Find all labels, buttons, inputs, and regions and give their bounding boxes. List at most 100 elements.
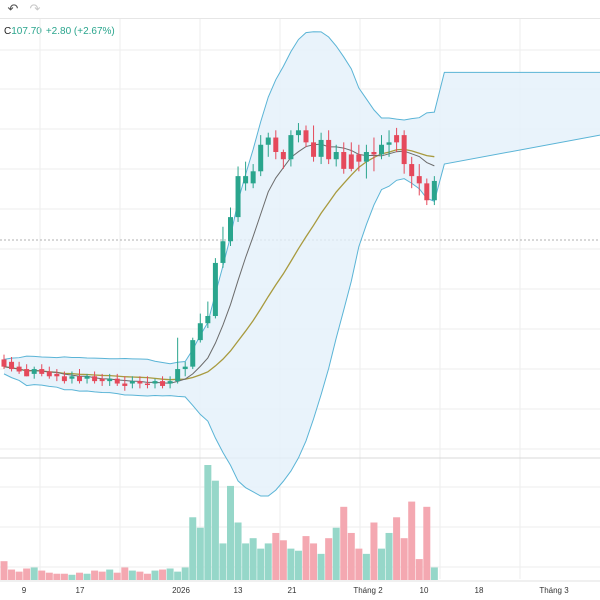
- candle: [318, 132, 324, 165]
- candle: [409, 156, 415, 189]
- candle-body: [61, 376, 67, 382]
- candle: [386, 130, 392, 157]
- candle: [92, 371, 98, 384]
- volume-bar: [45, 572, 53, 580]
- candle-body: [167, 381, 173, 384]
- ohlc-legend: C107.70 +2.80 (+2.67%): [4, 26, 115, 37]
- ma-slow-line: [3, 148, 435, 381]
- volume-bar: [370, 522, 378, 580]
- candle: [114, 373, 120, 386]
- volume-bar: [136, 571, 144, 580]
- candle-body: [363, 152, 369, 162]
- price-change: +2.80 (+2.67%): [45, 26, 115, 37]
- candle-body: [160, 381, 166, 386]
- candle-body: [379, 144, 384, 155]
- candle: [288, 130, 294, 167]
- volume-bar: [189, 517, 197, 580]
- candle-body: [243, 176, 249, 184]
- candle: [144, 376, 150, 389]
- volume-bar: [355, 548, 363, 580]
- candle-body: [69, 376, 75, 379]
- candle-body: [273, 137, 279, 152]
- moving-averages: [3, 143, 435, 384]
- candle: [250, 164, 256, 189]
- candle: [356, 144, 362, 172]
- candle-body: [288, 135, 294, 160]
- bollinger-bands: [3, 31, 600, 497]
- candle: [401, 130, 407, 174]
- candle-body: [190, 340, 196, 367]
- candle-body: [235, 176, 241, 218]
- candle-body: [54, 373, 60, 377]
- candle: [394, 127, 400, 152]
- bollinger-upper: [3, 31, 600, 365]
- candle: [431, 176, 437, 206]
- volume-bar: [0, 561, 8, 580]
- candle: [122, 376, 128, 391]
- candle: [107, 373, 113, 386]
- candle: [416, 164, 422, 196]
- candle: [160, 376, 166, 389]
- undo-icon[interactable]: ↶: [7, 1, 19, 16]
- volume-bar: [60, 573, 68, 580]
- candle-body: [39, 369, 45, 374]
- candle-body: [258, 144, 264, 172]
- volume-bar: [23, 568, 31, 580]
- volume-bar: [227, 485, 234, 580]
- volume-bar: [393, 517, 401, 580]
- volume-bar: [385, 532, 393, 580]
- candle: [129, 376, 135, 389]
- candle-body: [122, 383, 128, 386]
- candle-body: [1, 359, 7, 367]
- volume-bar: [257, 548, 265, 580]
- volume-bar: [264, 543, 272, 580]
- price-chart[interactable]: 9 17 2026 13 21 Tháng 2 10 18 Tháng 3: [0, 19, 600, 600]
- volume-bar: [30, 567, 38, 580]
- candle: [258, 135, 264, 177]
- candle: [311, 125, 317, 162]
- volume-bar: [196, 527, 204, 580]
- candle: [1, 354, 7, 370]
- volume-bar: [332, 527, 340, 580]
- candle-body: [341, 152, 347, 169]
- candle: [341, 142, 347, 174]
- volume-bar: [151, 570, 159, 580]
- candle-body: [46, 371, 52, 377]
- candle-body: [333, 152, 339, 160]
- candle-body: [409, 164, 415, 177]
- candle-body: [212, 262, 218, 316]
- candle-body: [144, 383, 150, 386]
- candle-body: [16, 366, 22, 372]
- volume-bar: [317, 553, 325, 580]
- candle-body: [197, 323, 203, 341]
- candle-body: [220, 241, 226, 263]
- volume-bar: [249, 538, 257, 580]
- candle-body: [348, 154, 354, 169]
- volume-bar: [400, 538, 408, 580]
- volume-bar: [166, 568, 174, 580]
- x-axis-label: 10: [420, 586, 429, 595]
- close-value: 107.70: [11, 26, 42, 37]
- candle-body: [24, 369, 30, 377]
- volume-bar: [8, 569, 16, 580]
- x-axis-label: Tháng 3: [539, 586, 569, 595]
- redo-icon[interactable]: ↷: [29, 1, 41, 16]
- candle: [54, 369, 60, 382]
- candle: [363, 144, 369, 179]
- volume-bar: [378, 548, 385, 580]
- volume-bar: [204, 465, 212, 580]
- candle: [371, 137, 377, 172]
- candle-body: [77, 376, 82, 382]
- x-axis-label: 2026: [172, 586, 190, 595]
- candle-body: [107, 378, 113, 382]
- candle-body: [137, 381, 143, 384]
- candle: [295, 123, 301, 143]
- close-prefix: C: [4, 26, 12, 37]
- candle-body: [129, 381, 135, 384]
- volume-bar: [121, 567, 129, 580]
- volume-bar: [128, 570, 136, 580]
- volume-bar: [38, 570, 46, 580]
- candlestick-series: [1, 123, 437, 391]
- volume-bar: [408, 501, 416, 580]
- volume-bar: [302, 536, 310, 580]
